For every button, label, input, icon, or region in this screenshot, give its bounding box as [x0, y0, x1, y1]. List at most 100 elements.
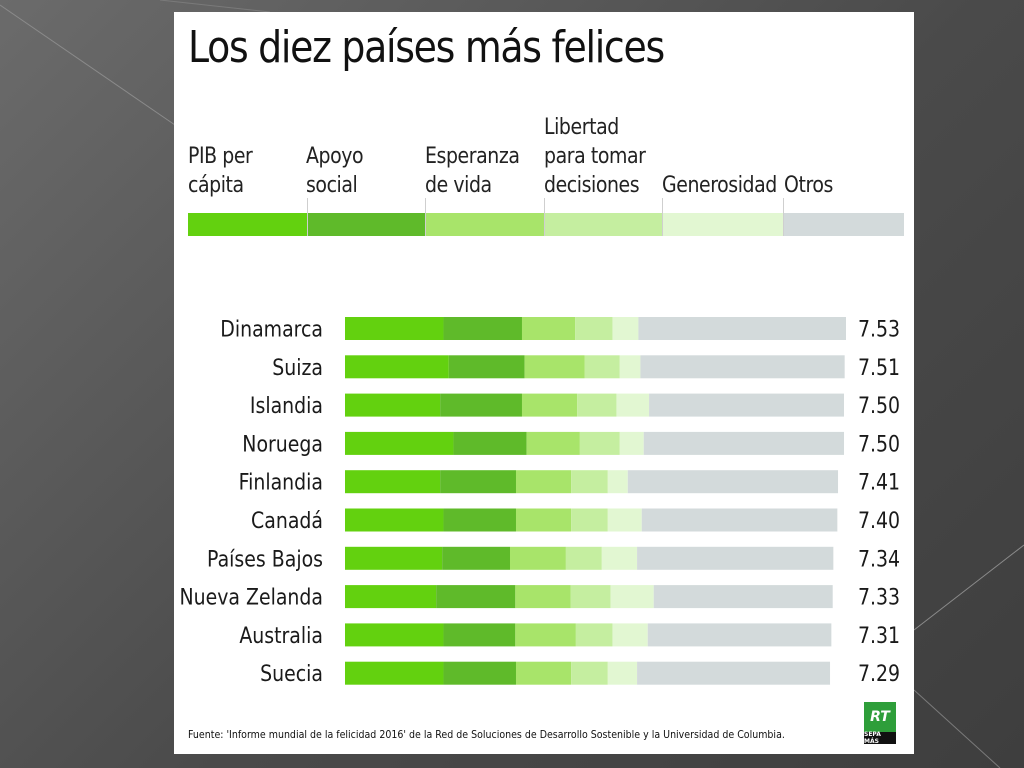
legend-swatch-libertad: [544, 213, 662, 236]
category-label: Suecia: [260, 661, 323, 687]
bar-segment: [565, 546, 602, 570]
total-value-label: 7.53: [858, 316, 900, 342]
legend-divider: [783, 198, 784, 236]
bar-segment: [345, 508, 444, 532]
legend-label-pib: PIB per cápita: [188, 144, 253, 198]
bar-segment: [640, 355, 845, 379]
bar-segment: [619, 355, 641, 379]
bar-segment: [653, 585, 833, 609]
total-value-label: 7.29: [858, 661, 900, 687]
bar-segment: [607, 661, 638, 685]
bar-segment: [521, 393, 578, 417]
bar-segment: [515, 623, 576, 647]
legend-divider: [425, 198, 426, 236]
legend-divider: [662, 198, 663, 236]
bar-segment: [440, 470, 516, 494]
bar-segment: [638, 317, 846, 340]
category-label: Canadá: [251, 508, 323, 534]
bar-segment: [524, 355, 585, 379]
total-value-label: 7.34: [858, 546, 900, 572]
stacked-bar-chart: Dinamarca 7.53 Suiza 7.51 Islandia 7.50 Norueg…: [179, 316, 900, 687]
legend-label-generosidad: Generosidad: [662, 173, 777, 198]
rt-logo-tagline: SEPA MÁS: [864, 731, 896, 745]
bar-segment: [521, 317, 576, 340]
total-value-label: 7.40: [858, 508, 900, 534]
bar-segment: [442, 546, 510, 570]
bar-segment: [616, 393, 650, 417]
bar-segment: [571, 470, 608, 494]
bar-segment: [571, 661, 608, 685]
bar-segment: [641, 508, 838, 532]
bar-segment: [649, 393, 844, 417]
legend-label-apoyo: Apoyo social: [306, 144, 364, 198]
bar-segment: [443, 317, 522, 340]
bar-segment: [345, 393, 441, 417]
bar-segment: [570, 585, 611, 609]
rt-logo-mark: RT: [864, 702, 896, 732]
source-note: Fuente: 'Informe mundial de la felicidad…: [188, 728, 785, 741]
legend-label-libertad: Libertad para tomar decisiones: [544, 115, 646, 198]
total-value-label: 7.51: [858, 354, 900, 380]
category-label: Islandia: [250, 393, 323, 419]
bar-segment: [526, 431, 580, 455]
bar-segment: [510, 546, 566, 570]
bar-segment: [619, 431, 644, 455]
bar-segment: [575, 623, 613, 647]
bar-segment: [443, 508, 516, 532]
bar-segment: [610, 585, 654, 609]
bar-segment: [443, 661, 516, 685]
bar-segment: [515, 508, 572, 532]
total-value-label: 7.31: [858, 623, 900, 649]
bar-segment: [345, 546, 443, 570]
bar-segment: [448, 355, 525, 379]
category-label: Países Bajos: [207, 546, 323, 572]
legend-divider: [544, 198, 545, 236]
legend-divider: [307, 198, 308, 236]
bar-segment: [627, 470, 839, 494]
category-label: Suiza: [272, 354, 323, 380]
bar-segment: [601, 546, 638, 570]
bar-segment: [579, 431, 620, 455]
total-value-label: 7.41: [858, 469, 900, 495]
category-label: Nueva Zelanda: [179, 584, 323, 610]
total-value-label: 7.50: [858, 431, 900, 457]
bar-segment: [515, 470, 572, 494]
bar-segment: [607, 508, 642, 532]
category-label: Dinamarca: [220, 316, 323, 342]
bar-segment: [453, 431, 527, 455]
bar-segment: [607, 470, 628, 494]
bar-segment: [440, 393, 522, 417]
bar-segment: [577, 393, 617, 417]
rt-logo: RT SEPA MÁS: [864, 702, 896, 745]
category-label: Finlandia: [239, 469, 323, 495]
bar-segment: [345, 661, 444, 685]
bar-segment: [443, 623, 516, 647]
bar-segment: [515, 661, 572, 685]
legend: PIB per cápita Apoyo social Esperanza de…: [188, 107, 904, 200]
bar-segment: [345, 431, 454, 455]
category-label: Australia: [239, 623, 323, 649]
bar-segment: [647, 623, 832, 647]
legend-label-otros: Otros: [784, 173, 833, 198]
legend-swatch-apoyo: [307, 213, 425, 236]
legend-swatch-otros: [783, 213, 904, 236]
total-value-label: 7.33: [858, 584, 900, 610]
bar-segment: [436, 585, 516, 609]
legend-swatch-generosidad: [662, 213, 783, 236]
total-value-label: 7.50: [858, 393, 900, 419]
bar-segment: [643, 431, 845, 455]
infographic-card: Los diez países más felices PIB per cápi…: [174, 12, 914, 754]
category-label: Noruega: [242, 431, 323, 457]
bar-segment: [345, 585, 437, 609]
bar-segment: [345, 470, 441, 494]
legend-label-esperanza: Esperanza de vida: [425, 144, 520, 198]
bar-segment: [584, 355, 620, 379]
bar-segment: [571, 508, 608, 532]
bar-segment: [637, 546, 834, 570]
bar-segment: [345, 317, 444, 340]
bar-segment: [612, 317, 639, 340]
bar-segment: [345, 355, 449, 379]
bar-segment: [637, 661, 831, 685]
bar-segment: [575, 317, 613, 340]
